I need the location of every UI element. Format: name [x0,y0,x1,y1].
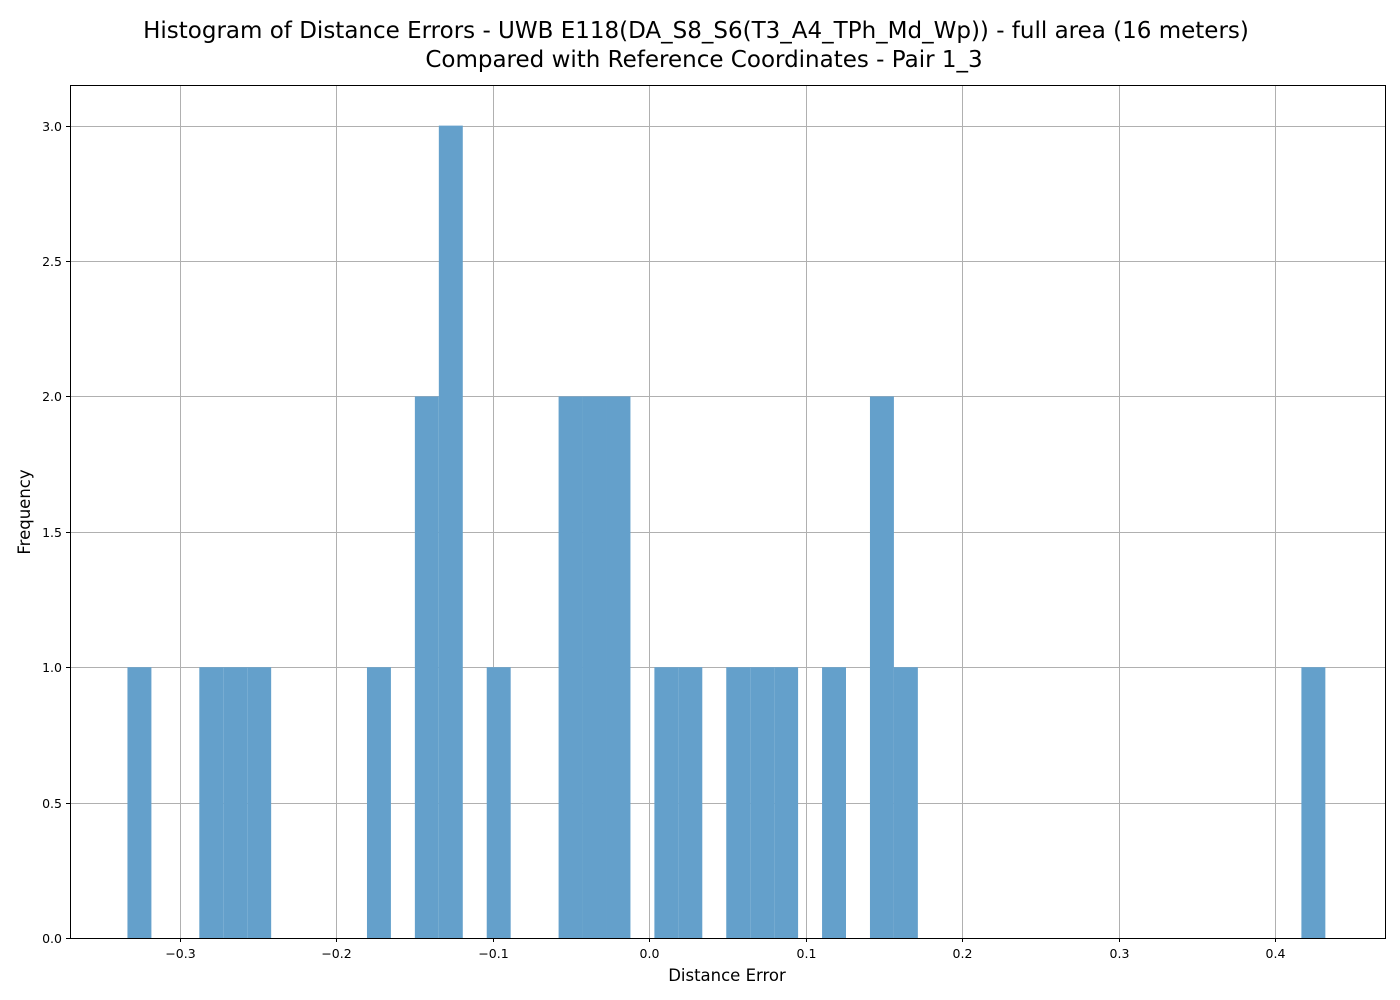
histogram-bar [199,667,224,938]
histogram-bar [726,667,751,938]
chart-title-line-1: Histogram of Distance Errors - UWB E118(… [143,18,1249,44]
histogram-bar [606,396,631,938]
histogram-bar [558,396,583,938]
histogram-bar [247,667,272,938]
y-axis-label: Frequency [15,469,34,554]
x-tick-label: −0.2 [321,946,351,961]
y-tick-label: 0.0 [42,931,62,946]
axis-ticks: −0.3 −0.2 −0.1 0.0 0.1 0.2 0.3 0.4 0.0 0.5 1.0 1.5 2… [42,119,1285,961]
histogram-bar [223,667,248,938]
x-tick-label: 0.0 [640,946,660,961]
histogram-bar [414,396,439,938]
x-axis-label: Distance Error [668,966,786,985]
histogram-bar [1301,667,1326,938]
x-tick-label: 0.3 [1110,946,1130,961]
histogram-bar [869,396,894,938]
histogram-bar [678,667,703,938]
histogram-bar [654,667,679,938]
y-tick-label: 2.0 [42,389,62,404]
histogram-bars [127,125,1326,939]
y-tick-label: 0.5 [42,796,62,811]
grid-lines [70,85,1385,939]
histogram-bar [750,667,775,938]
histogram-bar [366,667,391,938]
x-tick-label: 0.1 [797,946,817,961]
x-tick-label: 0.4 [1266,946,1286,961]
x-tick-label: −0.3 [165,946,195,961]
histogram-bar [774,667,799,938]
y-tick-label: 3.0 [42,119,62,134]
y-tick-label: 1.5 [42,525,62,540]
histogram-bar [127,667,152,938]
histogram-bar [822,667,846,938]
histogram-bar [893,667,918,938]
histogram-bar [438,125,463,939]
x-tick-label: −0.1 [478,946,508,961]
y-tick-label: 1.0 [42,660,62,675]
plot-frame [70,85,1386,939]
chart-title-line-2: Compared with Reference Coordinates - Pa… [425,47,982,73]
x-tick-label: 0.2 [953,946,973,961]
y-tick-label: 2.5 [42,254,62,269]
histogram-bar [582,396,607,938]
histogram-bar [486,667,511,938]
